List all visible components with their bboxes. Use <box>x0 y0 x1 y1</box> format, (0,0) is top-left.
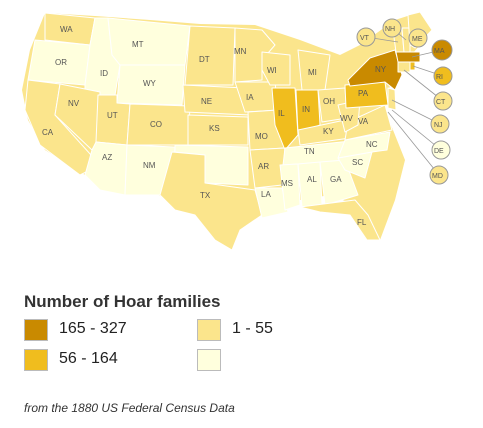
state-label-ri: RI <box>436 74 443 81</box>
state-wi <box>261 51 291 86</box>
state-label-il: IL <box>278 109 285 118</box>
state-label-ut: UT <box>107 111 118 120</box>
state-nj <box>387 87 397 111</box>
state-va <box>344 104 393 141</box>
legend-label-top: 165 - 327 <box>59 320 127 337</box>
state-label-wv: WV <box>340 114 354 123</box>
state-label-ne: NE <box>201 97 212 106</box>
callout-ma <box>431 39 453 61</box>
state-label-mi: MI <box>308 68 317 77</box>
state-label-va: VA <box>358 117 369 126</box>
state-label-wa: WA <box>60 25 73 34</box>
state-mt <box>107 17 191 66</box>
state-label-ct: CT <box>436 99 446 106</box>
state-label-nj: NJ <box>434 122 443 129</box>
state-label-sc: SC <box>352 158 363 167</box>
state-ct <box>397 61 411 73</box>
callout-de <box>431 140 451 160</box>
state-label-id: ID <box>100 69 108 78</box>
state-ny <box>347 49 403 91</box>
source-note: from the 1880 US Federal Census Data <box>24 401 235 415</box>
state-label-mn: MN <box>234 47 247 56</box>
callout-md <box>429 165 449 185</box>
state-fl <box>299 199 381 241</box>
state-la <box>254 187 289 219</box>
state-label-az: AZ <box>102 153 112 162</box>
legend-title: Number of Hoar families <box>24 292 221 311</box>
state-label-wy: WY <box>143 79 157 88</box>
state-label-ma: MA <box>434 48 445 55</box>
state-label-ks: KS <box>209 124 220 133</box>
state-label-al: AL <box>307 175 317 184</box>
state-label-mt: MT <box>132 40 144 49</box>
state-label-me: ME <box>412 36 423 43</box>
legend-label-high: 56 - 164 <box>59 350 118 367</box>
state-label-nc: NC <box>366 140 378 149</box>
state-ri <box>409 61 416 71</box>
state-label-co: CO <box>150 120 162 129</box>
state-label-nh: NH <box>385 26 395 33</box>
callout-me <box>408 28 428 48</box>
state-il <box>271 87 299 151</box>
state-label-tn: TN <box>304 147 315 156</box>
legend-swatch-top <box>24 319 48 341</box>
state-label-oh: OH <box>323 97 335 106</box>
state-label-mo: MO <box>255 132 268 141</box>
state-wy <box>116 64 186 106</box>
callout-nh <box>382 18 402 38</box>
state-label-tx: TX <box>200 191 211 200</box>
us-states-map: WA OR MT ID WY NV CA UT CO AZ NM DT NE KS TX MN IA MO AR LA… <box>22 11 453 251</box>
callout-ct <box>433 91 453 111</box>
state-label-ar: AR <box>258 162 269 171</box>
callout-ri <box>433 66 453 86</box>
state-label-ms: MS <box>281 179 293 188</box>
state-ma <box>395 51 421 63</box>
state-label-ky: KY <box>323 127 334 136</box>
state-ms <box>279 163 301 211</box>
state-label-nm: NM <box>143 161 156 170</box>
state-ks <box>187 114 249 146</box>
state-label-or: OR <box>55 58 67 67</box>
state-label-in: IN <box>302 105 310 114</box>
state-label-md: MD <box>432 173 443 180</box>
state-label-dt: DT <box>199 55 210 64</box>
state-label-wi: WI <box>267 66 277 75</box>
state-label-de: DE <box>434 148 444 155</box>
state-label-ia: IA <box>246 93 254 102</box>
legend-swatch-low <box>197 349 221 371</box>
legend-swatch-mid <box>197 319 221 341</box>
legend-label-mid: 1 - 55 <box>232 320 273 337</box>
state-label-la: LA <box>261 190 271 199</box>
state-label-nv: NV <box>68 99 80 108</box>
state-nc <box>337 131 391 159</box>
legend-swatch-high <box>24 349 48 371</box>
state-label-ny: NY <box>375 65 387 74</box>
state-label-fl: FL <box>357 218 367 227</box>
state-label-vt: VT <box>360 35 370 42</box>
state-al <box>297 161 323 208</box>
callout-nj <box>430 114 450 134</box>
state-tx <box>159 151 263 251</box>
state-dt <box>184 25 236 86</box>
state-label-ga: GA <box>330 175 342 184</box>
state-label-pa: PA <box>358 89 369 98</box>
callout-vt <box>356 27 376 47</box>
state-labels: WA OR MT ID WY NV CA UT CO AZ NM DT NE KS TX MN IA MO AR LA… <box>42 25 446 227</box>
state-label-ca: CA <box>42 128 54 137</box>
